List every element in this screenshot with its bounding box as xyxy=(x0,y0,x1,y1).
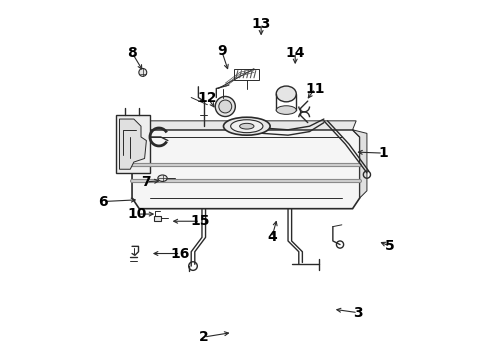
Text: 9: 9 xyxy=(217,44,226,58)
Text: 6: 6 xyxy=(98,194,108,208)
Ellipse shape xyxy=(215,96,235,117)
Bar xyxy=(153,216,161,221)
Text: 13: 13 xyxy=(251,17,271,31)
Ellipse shape xyxy=(223,117,270,135)
Ellipse shape xyxy=(276,106,296,114)
Text: 11: 11 xyxy=(305,82,325,95)
Text: 8: 8 xyxy=(127,46,137,60)
Text: 5: 5 xyxy=(385,239,395,253)
Text: 2: 2 xyxy=(199,330,209,344)
Text: 16: 16 xyxy=(171,247,190,261)
Ellipse shape xyxy=(158,175,167,181)
Text: 1: 1 xyxy=(378,146,388,160)
Polygon shape xyxy=(353,130,367,198)
Text: 12: 12 xyxy=(197,90,217,104)
Polygon shape xyxy=(139,121,356,130)
Text: 10: 10 xyxy=(128,207,147,221)
Text: 7: 7 xyxy=(142,175,151,189)
Ellipse shape xyxy=(240,123,254,129)
Bar xyxy=(234,69,259,80)
Text: 14: 14 xyxy=(286,46,305,60)
Ellipse shape xyxy=(139,68,147,76)
Text: 15: 15 xyxy=(191,214,210,228)
Polygon shape xyxy=(120,119,147,169)
Ellipse shape xyxy=(276,86,296,102)
Ellipse shape xyxy=(219,100,232,113)
Polygon shape xyxy=(116,116,150,173)
Ellipse shape xyxy=(231,120,263,133)
Text: 3: 3 xyxy=(353,306,363,320)
Polygon shape xyxy=(132,130,360,209)
Text: 4: 4 xyxy=(267,230,277,244)
